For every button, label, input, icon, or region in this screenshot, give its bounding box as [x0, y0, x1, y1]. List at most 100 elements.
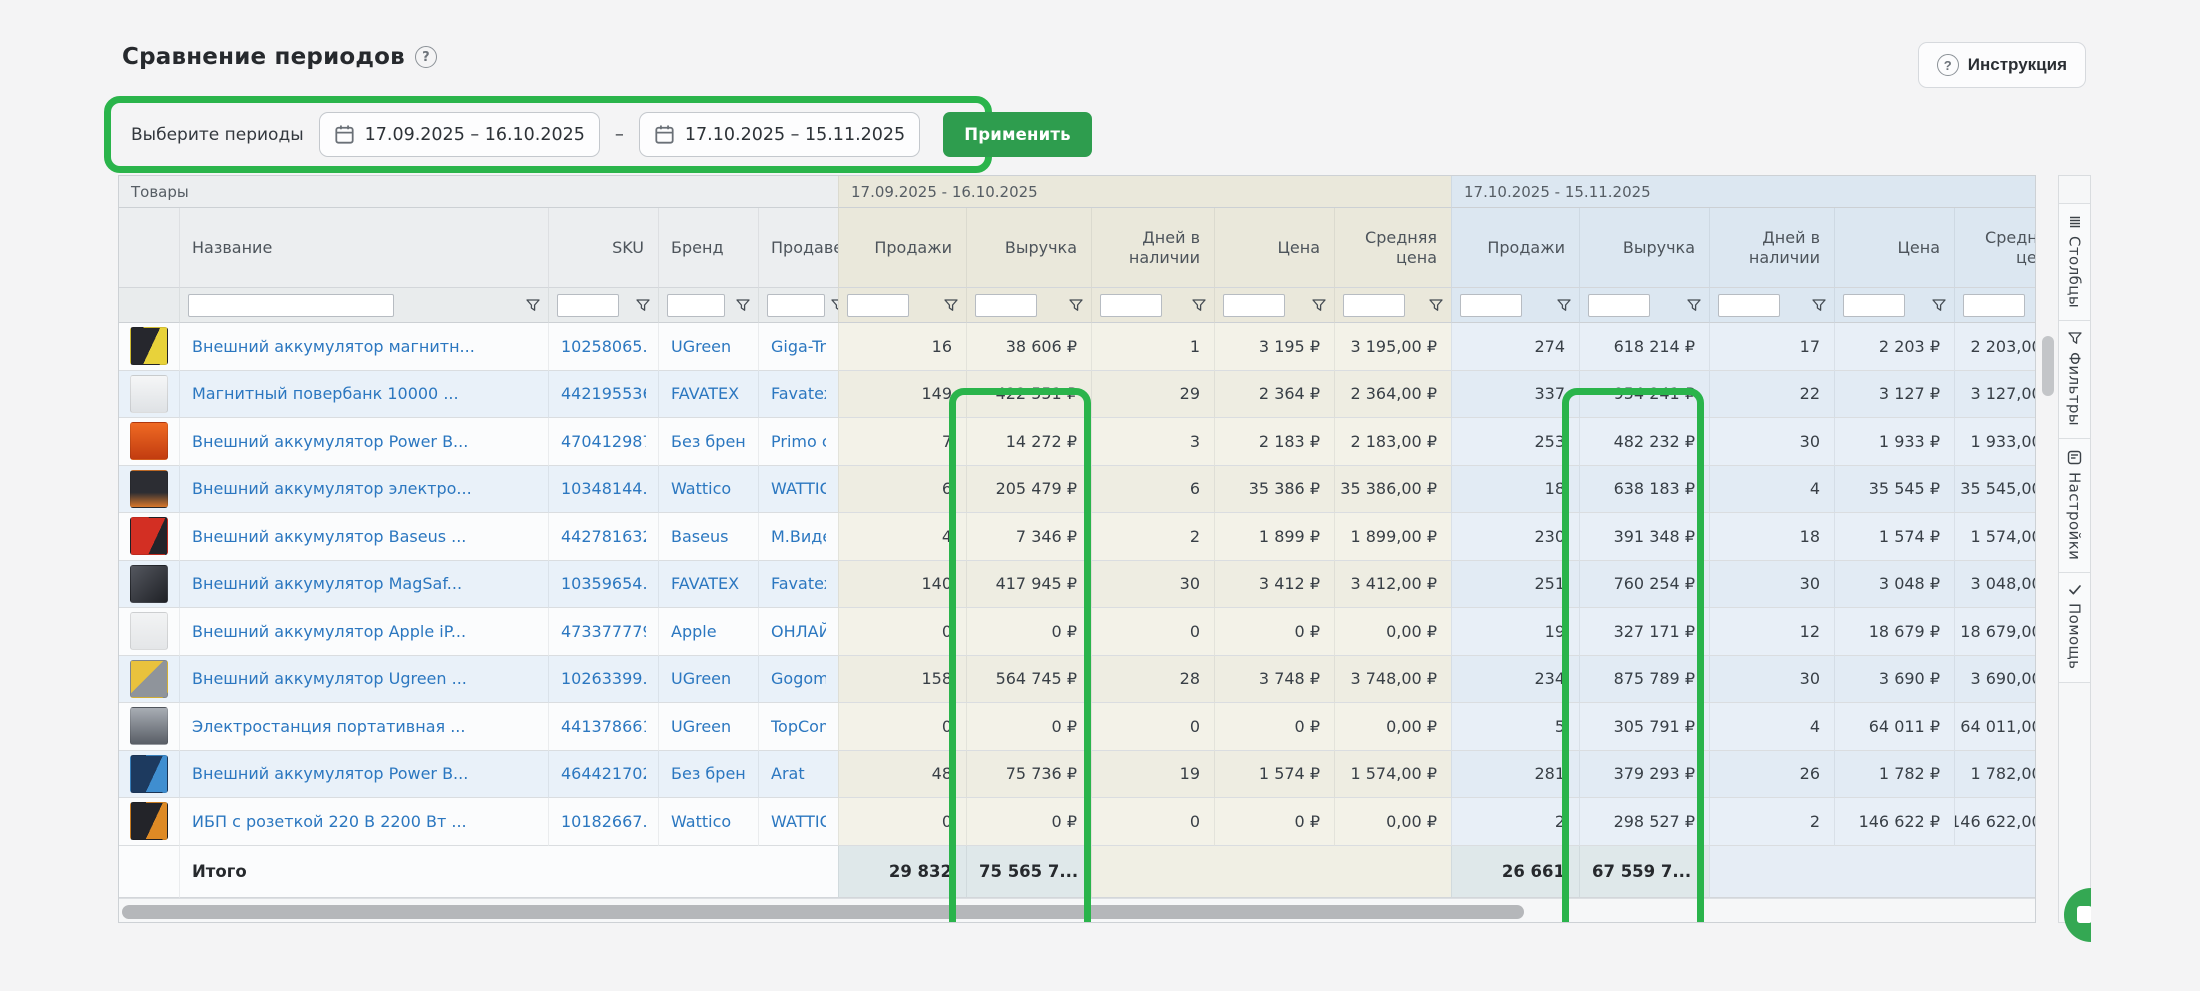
- column-p1-sales[interactable]: Продажи: [838, 208, 966, 288]
- tab-columns[interactable]: Столбцы: [2059, 204, 2090, 322]
- column-p1-revenue[interactable]: Выручка: [966, 208, 1091, 288]
- filter-icon[interactable]: [944, 298, 958, 312]
- product-name-link[interactable]: Внешний аккумулятор Baseus ...: [192, 526, 467, 546]
- product-seller-link[interactable]: Arat: [771, 764, 805, 784]
- product-seller-link[interactable]: WATTICO: [771, 479, 826, 499]
- filter-name-input[interactable]: [188, 293, 394, 317]
- product-seller-link[interactable]: Gogomall: [771, 669, 826, 689]
- filter-icon[interactable]: [636, 298, 650, 312]
- product-brand-link[interactable]: Wattico: [671, 811, 732, 831]
- product-seller-link[interactable]: Favatex Of...: [771, 574, 826, 594]
- product-name-link[interactable]: Внешний аккумулятор Power B...: [192, 431, 469, 451]
- product-brand-link[interactable]: FAVATEX: [671, 384, 740, 404]
- horizontal-scrollbar-thumb[interactable]: [122, 905, 1524, 919]
- column-p1-avg-price[interactable]: Средняя цена: [1334, 208, 1451, 288]
- column-sku[interactable]: SKU: [548, 208, 658, 288]
- filter-input[interactable]: [975, 293, 1037, 317]
- product-name-link[interactable]: Внешний аккумулятор MagSaf...: [192, 574, 463, 594]
- product-image[interactable]: [130, 374, 168, 413]
- product-name-link[interactable]: Внешний аккумулятор Power B...: [192, 764, 469, 784]
- filter-icon[interactable]: [1069, 298, 1083, 312]
- product-sku-link[interactable]: 4427816322: [561, 526, 646, 546]
- filter-input[interactable]: [1963, 293, 2025, 317]
- filter-icon[interactable]: [1429, 298, 1443, 312]
- column-p2-avg-price[interactable]: Средняя цена: [1954, 208, 2035, 288]
- product-image[interactable]: [130, 612, 168, 651]
- column-brand[interactable]: Бренд: [658, 208, 758, 288]
- product-seller-link[interactable]: Primo con...: [771, 431, 826, 451]
- product-brand-link[interactable]: UGreen: [671, 336, 732, 356]
- product-brand-link[interactable]: Без бренда: [671, 764, 746, 784]
- product-seller-link[interactable]: Favatex Of...: [771, 384, 826, 404]
- tab-help[interactable]: Помощь: [2059, 573, 2090, 683]
- product-seller-link[interactable]: TopComp...: [771, 716, 826, 736]
- filter-seller-input[interactable]: [767, 293, 825, 317]
- product-image[interactable]: [130, 469, 168, 508]
- filter-icon[interactable]: [526, 298, 540, 312]
- filter-input[interactable]: [1343, 293, 1405, 317]
- product-image[interactable]: [130, 659, 168, 698]
- apply-button[interactable]: Применить: [943, 112, 1092, 157]
- filter-sku-input[interactable]: [557, 293, 619, 317]
- period-1-date-input[interactable]: 17.09.2025 – 16.10.2025: [318, 112, 600, 157]
- tab-settings[interactable]: Настройки: [2059, 439, 2090, 574]
- product-sku-link[interactable]: 4421955361: [561, 384, 646, 404]
- filter-input[interactable]: [1460, 293, 1522, 317]
- product-name-link[interactable]: ИБП с розеткой 220 В 2200 Вт ...: [192, 811, 467, 831]
- filter-input[interactable]: [1843, 293, 1905, 317]
- product-sku-link[interactable]: 4644217029: [561, 764, 646, 784]
- filter-icon[interactable]: [736, 298, 750, 312]
- product-sku-link[interactable]: 10182667...: [561, 811, 646, 831]
- title-help-icon[interactable]: ?: [414, 46, 437, 68]
- product-sku-link[interactable]: 10263399...: [561, 669, 646, 689]
- product-sku-link[interactable]: 10258065...: [561, 336, 646, 356]
- product-brand-link[interactable]: UGreen: [671, 716, 732, 736]
- product-sku-link[interactable]: 4413786610: [561, 716, 646, 736]
- column-p2-revenue[interactable]: Выручка: [1579, 208, 1709, 288]
- product-seller-link[interactable]: Giga-Trade: [771, 336, 826, 356]
- filter-input[interactable]: [847, 293, 909, 317]
- product-image[interactable]: [130, 707, 168, 746]
- column-p2-price[interactable]: Цена: [1834, 208, 1954, 288]
- period-2-date-input[interactable]: 17.10.2025 – 15.11.2025: [638, 112, 921, 157]
- filter-input[interactable]: [1588, 293, 1650, 317]
- product-brand-link[interactable]: Без бренда: [671, 431, 746, 451]
- filter-icon[interactable]: [1557, 298, 1571, 312]
- product-name-link[interactable]: Электростанция портативная ...: [192, 716, 466, 736]
- product-sku-link[interactable]: 4733777791: [561, 621, 646, 641]
- product-name-link[interactable]: Внешний аккумулятор электро...: [192, 479, 472, 499]
- column-p1-days[interactable]: Дней в наличии: [1091, 208, 1214, 288]
- product-name-link[interactable]: Магнитный повербанк 10000 ...: [192, 384, 459, 404]
- filter-icon[interactable]: [831, 298, 838, 312]
- product-brand-link[interactable]: FAVATEX: [671, 574, 740, 594]
- product-brand-link[interactable]: Wattico: [671, 479, 732, 499]
- filter-input[interactable]: [1718, 293, 1780, 317]
- column-seller[interactable]: Продавец: [758, 208, 838, 288]
- product-image[interactable]: [130, 517, 168, 556]
- product-name-link[interactable]: Внешний аккумулятор Ugreen ...: [192, 669, 467, 689]
- filter-icon[interactable]: [1312, 298, 1326, 312]
- vertical-scrollbar-thumb[interactable]: [2042, 336, 2054, 396]
- product-brand-link[interactable]: UGreen: [671, 669, 732, 689]
- product-name-link[interactable]: Внешний аккумулятор Apple iP...: [192, 621, 467, 641]
- product-sku-link[interactable]: 10359654...: [561, 574, 646, 594]
- filter-icon[interactable]: [1687, 298, 1701, 312]
- column-p2-sales[interactable]: Продажи: [1451, 208, 1579, 288]
- product-seller-link[interactable]: ОНЛАЙН...: [771, 621, 826, 641]
- product-image[interactable]: [130, 422, 168, 461]
- product-image[interactable]: [130, 754, 168, 793]
- floating-action-button[interactable]: [2064, 888, 2091, 942]
- filter-input[interactable]: [1223, 293, 1285, 317]
- product-sku-link[interactable]: 10348144...: [561, 479, 646, 499]
- column-p1-price[interactable]: Цена: [1214, 208, 1334, 288]
- product-image[interactable]: [130, 327, 168, 366]
- filter-icon[interactable]: [1192, 298, 1206, 312]
- filter-brand-input[interactable]: [667, 293, 725, 317]
- column-p2-days[interactable]: Дней в наличии: [1709, 208, 1834, 288]
- product-brand-link[interactable]: Baseus: [671, 526, 729, 546]
- product-name-link[interactable]: Внешний аккумулятор магнитн...: [192, 336, 475, 356]
- tab-filters[interactable]: Фильтры: [2059, 321, 2090, 440]
- filter-input[interactable]: [1100, 293, 1162, 317]
- product-image[interactable]: [130, 802, 168, 841]
- product-seller-link[interactable]: WATTICO: [771, 811, 826, 831]
